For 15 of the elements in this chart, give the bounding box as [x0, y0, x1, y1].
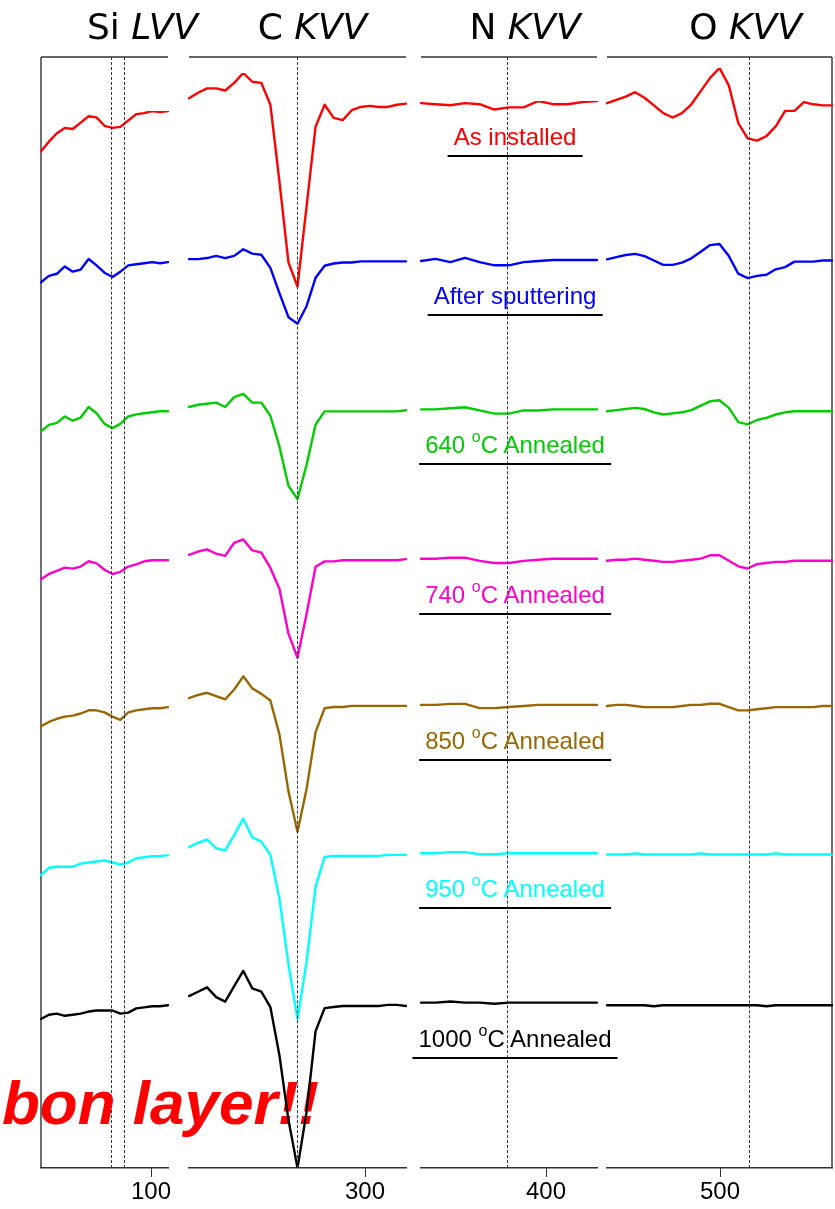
text: 300 [344, 1177, 386, 1204]
text: 400 [525, 1177, 567, 1204]
series-label: 640 $^{o}$C Annealed [419, 428, 611, 466]
text: 100 [130, 1177, 172, 1204]
series-label: 1000 $^{o}$C Annealed [412, 1021, 618, 1059]
series-label: 740 $^{o}$C Annealed [419, 577, 611, 615]
chart-title: Si LVV [87, 6, 198, 47]
chart-title: N KVV [469, 6, 581, 47]
chart-title: C KVV [257, 6, 368, 47]
text: 500 [699, 1177, 741, 1204]
chart-title: O KVV [689, 6, 802, 47]
series-label: As installed [447, 123, 583, 157]
series-label: 950 $^{o}$C Annealed [419, 872, 611, 910]
series-label: 850 $^{o}$C Annealed [419, 723, 611, 761]
series-label: After sputtering [427, 281, 603, 316]
